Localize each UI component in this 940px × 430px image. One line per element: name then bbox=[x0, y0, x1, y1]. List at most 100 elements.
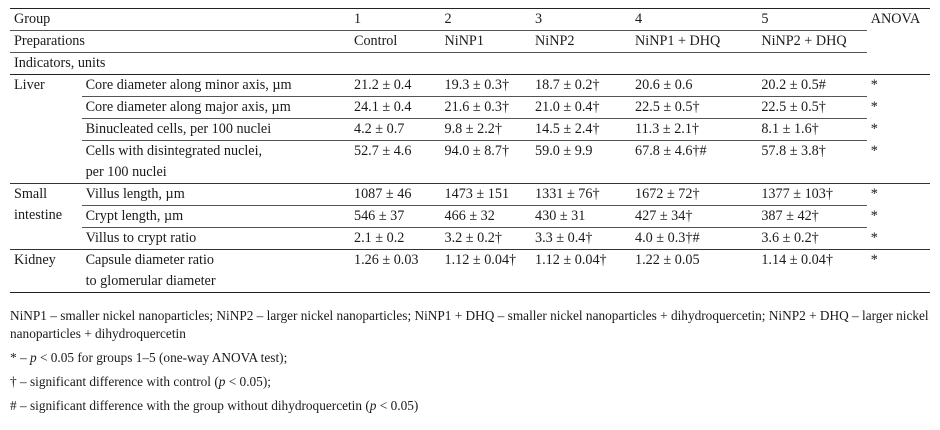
anova-label: ANOVA bbox=[866, 8, 930, 31]
value-cell: 21.6 ± 0.3† bbox=[440, 96, 532, 119]
value-cell: 52.7 ± 4.6 bbox=[349, 140, 441, 184]
group-number-4: 4 bbox=[631, 8, 758, 31]
value-cell: 427 ± 34† bbox=[631, 205, 758, 228]
dagger-footnote-text-b: < 0.05); bbox=[225, 374, 271, 389]
prep-ninp1-dhq: NiNP1 + DHQ bbox=[631, 30, 758, 53]
value-cell: 22.5 ± 0.5† bbox=[757, 96, 867, 119]
table-row: Small intestine Villus length, µm 1087 ±… bbox=[10, 183, 930, 250]
value-cell: 2.1 ± 0.2 bbox=[349, 227, 441, 250]
indicator-label: Binucleated cells, per 100 nuclei bbox=[81, 118, 350, 141]
indicator-label: Capsule diameter ratio to glomerular dia… bbox=[81, 249, 350, 293]
indicators-row: Indicators, units bbox=[10, 52, 930, 75]
preparations-label: Preparations bbox=[10, 30, 350, 53]
table-row: Liver Core diameter along minor axis, µm… bbox=[10, 74, 930, 184]
value-cell: 11.3 ± 2.1† bbox=[631, 118, 758, 141]
value-cell: 18.7 ± 0.2† bbox=[531, 74, 632, 97]
organ-small-intestine: Small intestine bbox=[10, 183, 82, 250]
anova-mark: * bbox=[866, 227, 930, 250]
organ-kidney: Kidney bbox=[10, 249, 82, 293]
group-number-3: 3 bbox=[531, 8, 632, 31]
anova-footnote-text: < 0.05 for groups 1–5 (one-way ANOVA tes… bbox=[39, 350, 288, 365]
value-cell: 466 ± 32 bbox=[440, 205, 532, 228]
value-cell: 1.22 ± 0.05 bbox=[631, 249, 758, 293]
value-cell: 3.2 ± 0.2† bbox=[440, 227, 532, 250]
value-cell: 1473 ± 151 bbox=[440, 183, 532, 206]
group-label: Group bbox=[10, 8, 350, 31]
value-cell: 387 ± 42† bbox=[757, 205, 867, 228]
prep-control: Control bbox=[349, 30, 441, 53]
value-cell: 20.6 ± 0.6 bbox=[631, 74, 758, 97]
anova-footnote-dash: – bbox=[19, 350, 27, 365]
value-cell: 67.8 ± 4.6†# bbox=[631, 140, 758, 184]
value-cell: 59.0 ± 9.9 bbox=[531, 140, 632, 184]
anova-mark: * bbox=[870, 186, 878, 202]
preparations-row: Preparations Control NiNP1 NiNP2 NiNP1 +… bbox=[10, 30, 930, 53]
indicator-label-line: to glomerular diameter bbox=[85, 273, 216, 289]
value-cell: 1377 ± 103† bbox=[757, 183, 867, 206]
table-row: Villus to crypt ratio 2.1 ± 0.2 3.2 ± 0.… bbox=[10, 227, 930, 250]
p-symbol: p bbox=[29, 350, 37, 365]
group-number-5: 5 bbox=[757, 8, 867, 31]
value-cell: 22.5 ± 0.5† bbox=[631, 96, 758, 119]
results-table: Group 1 2 3 4 5 ANOVA Preparations Contr… bbox=[10, 8, 930, 293]
p-symbol: p bbox=[218, 374, 226, 389]
indicator-label-line: Capsule diameter ratio bbox=[85, 252, 215, 268]
indicator-label: Villus to crypt ratio bbox=[81, 227, 350, 250]
empty-cell bbox=[867, 31, 930, 53]
value-cell: 21.0 ± 0.4† bbox=[531, 96, 632, 119]
organ-label-line: Small bbox=[14, 186, 48, 202]
indicators-label: Indicators, units bbox=[10, 52, 930, 75]
table-row: Kidney Capsule diameter ratio to glomeru… bbox=[10, 249, 930, 293]
value-cell: 19.3 ± 0.3† bbox=[440, 74, 532, 97]
anova-mark: * bbox=[870, 98, 878, 115]
value-cell: 4.2 ± 0.7 bbox=[349, 118, 441, 141]
anova-mark: * bbox=[870, 207, 878, 224]
group-header-row: Group 1 2 3 4 5 ANOVA bbox=[10, 8, 930, 31]
value-cell: 9.8 ± 2.2† bbox=[440, 118, 532, 141]
value-cell: 3.3 ± 0.4† bbox=[531, 227, 632, 250]
table-row: Binucleated cells, per 100 nuclei 4.2 ± … bbox=[10, 118, 930, 141]
prep-ninp1: NiNP1 bbox=[440, 30, 532, 53]
p-symbol: p bbox=[369, 398, 377, 413]
value-cell: 57.8 ± 3.8† bbox=[757, 140, 867, 184]
indicator-label-line: per 100 nuclei bbox=[85, 164, 167, 180]
footnote-abbreviations: NiNP1 – smaller nickel nanoparticles; Ni… bbox=[10, 308, 929, 341]
value-cell: 1331 ± 76† bbox=[531, 183, 632, 206]
value-cell: 4.0 ± 0.3†# bbox=[631, 227, 758, 250]
value-cell: 20.2 ± 0.5# bbox=[757, 74, 867, 97]
footnote-anova: * – p < 0.05 for groups 1–5 (one-way ANO… bbox=[10, 349, 930, 367]
value-cell: 1672 ± 72† bbox=[631, 183, 758, 206]
value-cell: 430 ± 31 bbox=[531, 205, 632, 228]
dagger-footnote-text-a: † – significant difference with control … bbox=[10, 374, 219, 389]
value-cell: 3.6 ± 0.2† bbox=[757, 227, 867, 250]
value-cell: 21.2 ± 0.4 bbox=[349, 74, 441, 97]
organ-liver: Liver bbox=[10, 74, 82, 184]
value-cell: 1.12 ± 0.04† bbox=[440, 249, 532, 293]
anova-mark: * bbox=[870, 120, 878, 137]
footnotes: NiNP1 – smaller nickel nanoparticles; Ni… bbox=[10, 307, 930, 421]
value-cell: 94.0 ± 8.7† bbox=[440, 140, 532, 184]
group-number-1: 1 bbox=[349, 8, 441, 31]
hash-footnote-text-b: < 0.05) bbox=[376, 398, 419, 413]
indicator-label: Cells with disintegrated nuclei, per 100… bbox=[81, 140, 350, 184]
value-cell: 24.1 ± 0.4 bbox=[349, 96, 441, 119]
indicator-label-line: Cells with disintegrated nuclei, bbox=[85, 143, 263, 159]
value-cell: 1.12 ± 0.04† bbox=[531, 249, 632, 293]
prep-ninp2-dhq: NiNP2 + DHQ bbox=[757, 30, 867, 53]
footnote-dagger: † – significant difference with control … bbox=[10, 373, 930, 391]
anova-mark: * bbox=[866, 140, 930, 184]
organ-label-line: intestine bbox=[14, 207, 63, 223]
hash-footnote-text-a: # – significant difference with the grou… bbox=[10, 398, 370, 413]
table-row: Core diameter along major axis, µm 24.1 … bbox=[10, 96, 930, 119]
indicator-label: Core diameter along minor axis, µm bbox=[81, 74, 350, 97]
group-number-2: 2 bbox=[440, 8, 532, 31]
value-cell: 1087 ± 46 bbox=[349, 183, 441, 206]
table-row: Crypt length, µm 546 ± 37 466 ± 32 430 ±… bbox=[10, 205, 930, 228]
indicator-label: Villus length, µm bbox=[81, 183, 350, 206]
footnote-hash: # – significant difference with the grou… bbox=[10, 397, 930, 415]
value-cell: 1.14 ± 0.04† bbox=[757, 249, 867, 293]
anova-mark: * bbox=[870, 77, 878, 93]
anova-mark: * bbox=[866, 249, 930, 293]
value-cell: 14.5 ± 2.4† bbox=[531, 118, 632, 141]
value-cell: 8.1 ± 1.6† bbox=[757, 118, 867, 141]
